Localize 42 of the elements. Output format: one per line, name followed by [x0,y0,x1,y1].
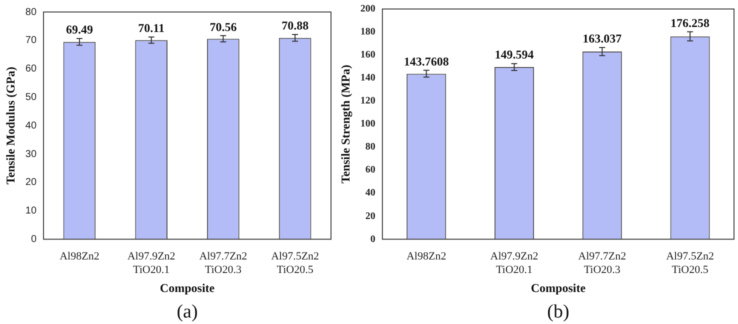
x-tick-label: Al97.5Zn2 TiO20.5 [271,250,320,276]
y-tick-label: 140 [360,72,376,84]
data-label: 176.258 [670,16,710,30]
y-axis-title: Tensile Strength (MPa) [338,64,352,184]
data-label: 70.11 [138,21,164,36]
data-label: 69.49 [66,22,93,37]
y-tick-label: 20 [25,177,37,188]
y-tick-label: 100 [360,118,376,130]
data-label: 149.594 [494,48,534,62]
y-tick-label: 80 [365,142,376,153]
y-tick-label: 200 [360,4,376,15]
y-tick-label: 10 [25,206,37,217]
x-tick-label: Al98Zn2 [406,250,446,263]
x-tick-label: Al97.9Zn2 TiO20.1 [127,250,176,276]
x-tick-label: Al97.9Zn2 TiO20.1 [490,250,538,276]
data-label: 70.56 [210,20,237,34]
y-tick-label: 30 [25,148,37,160]
y-tick-label: 120 [360,96,376,107]
x-tick-label: Al97.7Zn2 TiO20.3 [578,250,626,276]
y-tick-label: 40 [365,188,376,199]
y-tick-label: 60 [25,64,37,75]
y-tick-label: 80 [25,6,37,18]
data-label: 70.88 [282,18,309,33]
x-axis-title: Composite [160,280,216,295]
y-tick-label: 20 [365,210,376,222]
y-axis-title: Tensile Modulus (GPa) [3,66,18,184]
x-tick-label: Al97.5Zn2 TiO20.5 [666,250,714,276]
y-tick-label: 60 [365,164,376,176]
data-label: 163.037 [582,32,622,46]
y-tick-label: 0 [30,234,37,245]
y-tick-label: 50 [25,92,37,103]
x-tick-label: Al97.7Zn2 TiO20.3 [199,250,248,276]
data-label: 143.7608 [404,54,449,68]
y-tick-label: 180 [360,26,376,38]
text: (a) [176,301,198,322]
x-tick-label: Al98Zn2 [60,250,100,263]
x-axis-title: Composite [530,280,586,295]
y-tick-label: 40 [25,120,37,132]
y-tick-label: 160 [360,50,376,61]
text: (b) [547,301,570,322]
y-tick-label: 0 [370,234,376,245]
y-tick-label: 70 [25,35,37,46]
